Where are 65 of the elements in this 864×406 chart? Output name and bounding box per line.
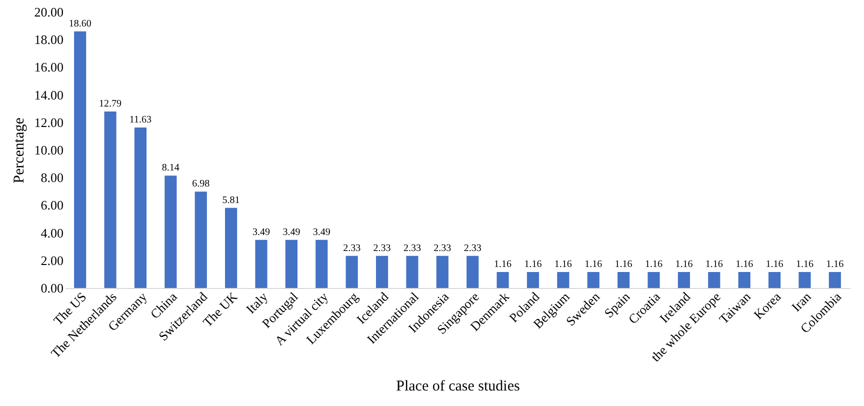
bar [376,256,388,288]
data-label: 1.16 [494,258,512,270]
y-tick-label: 16.00 [34,60,64,75]
bar [436,256,448,288]
y-tick-label: 12.00 [34,114,64,130]
data-label: 1.16 [645,258,662,270]
bar [134,128,147,288]
bar [496,272,509,288]
bar [164,176,177,288]
data-label: 3.49 [282,226,300,238]
bar [708,272,720,288]
data-label: 1.16 [766,258,784,270]
bar [828,272,841,288]
data-label: 1.16 [705,258,723,270]
y-tick-label: 10.00 [34,142,64,158]
bar [587,272,600,288]
data-label: 1.16 [796,258,814,270]
bar [738,272,750,288]
data-label: 1.16 [614,258,632,270]
bar [346,256,358,288]
data-label: 11.63 [129,114,152,126]
data-label: 3.49 [312,226,330,238]
bar [648,272,660,288]
bar [406,256,418,288]
bar [225,208,238,288]
y-tick-label: 8.00 [40,170,64,186]
bar [74,31,86,288]
data-label: 1.16 [675,258,693,270]
data-label: 5.81 [222,194,240,206]
data-label: 1.16 [826,258,844,270]
bar [768,272,781,288]
y-tick-label: 0.00 [40,280,64,296]
bar [618,272,630,288]
bar [678,272,690,288]
y-tick-label: 6.00 [40,198,64,213]
bar [466,256,479,288]
data-label: 18.60 [68,18,92,30]
data-label: 1.16 [554,258,572,270]
bar [194,192,207,288]
y-tick-label: 4.00 [40,225,64,240]
data-label: 2.33 [464,242,482,254]
data-label: 1.16 [736,258,754,270]
data-label: 2.33 [343,242,361,254]
data-label: 6.98 [192,178,210,190]
data-label: 12.79 [99,98,122,110]
y-tick-label: 2.00 [40,252,64,268]
bar [104,112,116,288]
y-axis-title: Percentage [11,117,28,184]
data-label: 1.16 [584,258,602,270]
data-label: 8.14 [162,162,180,174]
data-label: 1.16 [524,258,542,270]
data-label: 2.33 [434,242,452,254]
y-tick-label: 14.00 [34,87,64,102]
bar [316,240,328,288]
bar [285,240,298,288]
bar [526,272,540,288]
x-axis-title: Place of case studies [396,378,520,395]
bar [557,272,570,288]
y-tick-label: 20.00 [34,4,64,20]
data-label: 2.33 [403,242,421,254]
bar [798,272,811,288]
bar [255,240,268,288]
data-label: 3.49 [252,226,270,238]
y-tick-label: 18.00 [34,32,64,48]
data-label: 2.33 [373,242,391,254]
